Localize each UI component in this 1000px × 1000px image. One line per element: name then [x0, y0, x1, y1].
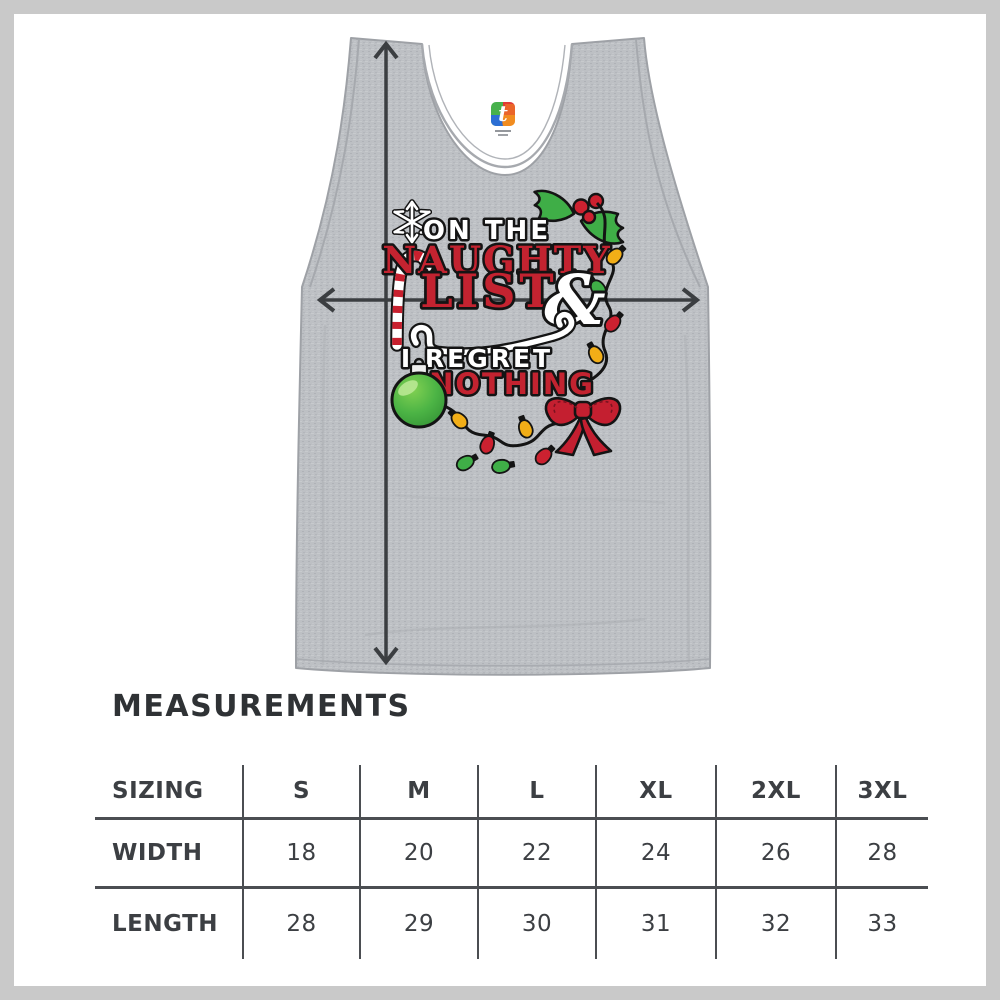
row-label-width: WIDTH — [95, 818, 243, 889]
length-value-3xl: 33 — [835, 887, 928, 959]
tank-top-body — [295, 37, 712, 676]
length-value-xl: 31 — [595, 887, 716, 959]
header-size-s: S — [242, 765, 360, 820]
width-value-m: 20 — [359, 818, 478, 889]
graphic-text-i-regret: I REGRET — [401, 344, 553, 373]
brand-logo: t — [491, 101, 515, 136]
row-label-length: LENGTH — [112, 911, 219, 937]
tank-top-product-image: t — [295, 37, 712, 676]
light-bulb — [447, 408, 556, 474]
graphic-text-on-the: ON THE — [423, 216, 551, 246]
brand-logo-letter: t — [498, 101, 508, 126]
light-bulb — [586, 244, 627, 365]
table-header-row: SIZING S M L XL 2XL 3XL — [95, 765, 928, 820]
width-value-s: 18 — [242, 818, 360, 889]
holly-icon — [533, 189, 625, 245]
candy-cane-icon — [390, 248, 434, 352]
header-size-m: M — [359, 765, 478, 820]
header-size-l: L — [477, 765, 596, 820]
tag-text-line — [498, 134, 508, 136]
header-size-xl: XL — [595, 765, 716, 820]
graphic-text-ampersand: & — [544, 261, 605, 341]
length-arrow-vertical — [373, 40, 399, 666]
tag-text-line — [495, 130, 511, 132]
length-value-l: 30 — [477, 887, 596, 959]
flourish-swash — [408, 309, 577, 358]
width-value-xl: 24 — [595, 818, 716, 889]
header-size-3xl: 3XL — [835, 765, 928, 820]
table-row-width: WIDTH 18 20 22 24 26 28 — [95, 818, 928, 889]
graphic-text-nothing: NOTHING — [429, 367, 595, 401]
ornament-icon — [390, 357, 448, 429]
christmas-graphic: ON THE NAUGHTY LIST & I REGRET NOTHING — [380, 189, 627, 474]
header-sizing: SIZING — [95, 765, 243, 820]
width-arrow-horizontal — [316, 287, 701, 313]
length-value-s: 28 — [242, 887, 360, 959]
graphic-text-naughty: NAUGHTY — [382, 238, 611, 282]
table-row-length: LENGTH 28 29 30 31 32 33 — [95, 887, 928, 959]
size-chart-table: SIZING S M L XL 2XL 3XL WIDTH 18 20 22 2… — [95, 765, 928, 959]
bow-icon — [544, 397, 622, 457]
header-size-2xl: 2XL — [715, 765, 836, 820]
length-value-m: 29 — [359, 887, 478, 959]
graphic-text-list: LIST — [420, 264, 557, 318]
snowflake-icon — [391, 199, 433, 245]
width-value-2xl: 26 — [715, 818, 836, 889]
string-lights-icon — [443, 404, 584, 474]
width-value-3xl: 28 — [835, 818, 928, 889]
width-value-l: 22 — [477, 818, 596, 889]
length-value-2xl: 32 — [715, 887, 836, 959]
measurements-title: MEASUREMENTS — [112, 689, 411, 724]
string-lights-icon — [586, 201, 627, 383]
